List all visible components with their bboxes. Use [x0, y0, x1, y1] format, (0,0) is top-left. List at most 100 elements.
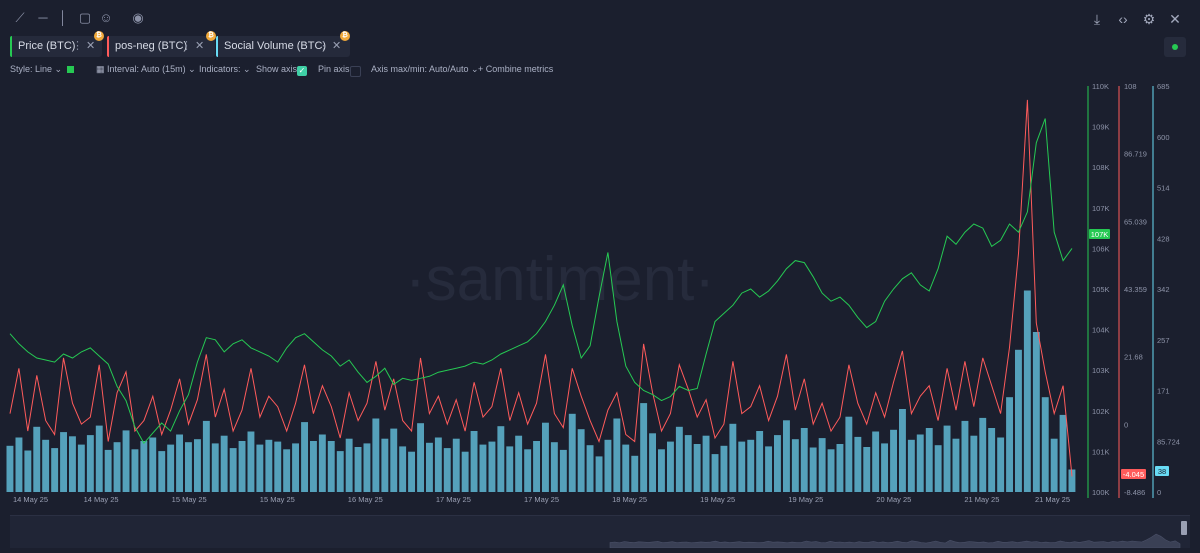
eye-icon[interactable]: ◉: [132, 10, 144, 25]
color-swatch: [67, 66, 74, 73]
checkbox-checked-icon[interactable]: ✓: [297, 66, 308, 76]
social-volume-bar: [818, 438, 826, 492]
x-tick-label: 19 May 25: [700, 495, 735, 504]
chart-area[interactable]: ·santiment· 110K 109K 108K 107K 106K 105K 104K…: [0, 78, 1200, 515]
social-volume-bar: [24, 450, 32, 492]
social-volume-bar: [220, 435, 228, 492]
posneg-axis-ticks: 108 86.719 65.039 43.359 21.68 0 -8.486: [1124, 82, 1147, 497]
social-volume-bar: [747, 439, 755, 492]
metric-chip-social-volume[interactable]: Social Volume (BTC) ⋮ ✕ ₿: [216, 31, 350, 57]
social-volume-bar: [434, 437, 442, 492]
social-volume-bar: [51, 448, 59, 492]
axis-tick-label: 109K: [1092, 123, 1110, 132]
social-volume-bar: [354, 447, 362, 492]
social-axis-ticks: 685 600 514 428 342 257 171 85.724 0: [1157, 82, 1180, 497]
social-volume-bar: [452, 438, 460, 492]
axis-tick-label: 108K: [1092, 163, 1110, 172]
x-tick-label: 19 May 25: [788, 495, 823, 504]
show-axis-toggle[interactable]: Show axis ✓: [256, 64, 308, 76]
remove-metric-icon[interactable]: ✕: [86, 40, 96, 52]
social-volume-bar: [318, 434, 326, 492]
social-volume-bar: [667, 441, 674, 492]
social-volume-bar: [104, 449, 112, 492]
social-volume-bar: [961, 420, 969, 492]
more-options-icon[interactable]: ⋮: [181, 40, 192, 52]
social-volume-bar: [613, 418, 621, 492]
live-indicator[interactable]: [1164, 37, 1186, 57]
more-options-icon[interactable]: ⋮: [318, 40, 329, 52]
social-volume-bar: [711, 454, 719, 492]
x-tick-label: 21 May 25: [964, 495, 999, 504]
social-volume-bar: [916, 434, 924, 492]
social-volume-bar: [301, 422, 308, 492]
axis-tick-label: 102K: [1092, 407, 1110, 416]
checkbox-unchecked-icon[interactable]: [349, 66, 361, 77]
social-volume-bar: [283, 449, 291, 492]
style-selector[interactable]: Style: Line ⌄: [10, 64, 63, 74]
axis-tick-label: 428: [1157, 234, 1170, 243]
social-volume-bar: [729, 423, 737, 492]
axis-maxmin-selector[interactable]: Axis max/min: Auto/Auto ⌄: [371, 64, 479, 74]
color-picker[interactable]: ⌄: [67, 64, 75, 75]
axis-tick-label: 0: [1157, 488, 1161, 497]
settings-gear-icon[interactable]: ⚙: [1142, 11, 1156, 27]
time-range-navigator[interactable]: [10, 515, 1190, 549]
line-tool-icon[interactable]: ⟋: [15, 10, 25, 25]
metric-chip-price[interactable]: Price (BTC) ⋮ ✕ ₿: [10, 31, 104, 57]
social-volume-bar: [702, 435, 710, 492]
metric-chip-label: Price (BTC): [18, 40, 76, 52]
horizontal-line-icon[interactable]: ─: [38, 10, 48, 25]
note-icon[interactable]: ▢: [78, 10, 92, 25]
x-tick-label: 18 May 25: [612, 495, 647, 504]
embed-code-icon[interactable]: ‹›: [1118, 11, 1128, 27]
social-volume-bar: [854, 436, 862, 492]
axis-tick-label: 100K: [1092, 488, 1110, 497]
axis-tick-label: 65.039: [1124, 217, 1147, 226]
navigator-handle[interactable]: [1181, 521, 1187, 535]
axis-tick-label: 85.724: [1157, 437, 1180, 446]
social-volume-bar: [800, 428, 808, 492]
metric-chip-posneg[interactable]: pos-neg (BTC) ⋮ ✕ ₿: [107, 31, 216, 57]
download-icon[interactable]: ⤓: [1093, 11, 1101, 27]
social-volume-bar: [372, 418, 380, 492]
x-tick-label: 17 May 25: [436, 495, 471, 504]
x-tick-label: 16 May 25: [348, 495, 383, 504]
social-volume-bar: [310, 441, 317, 492]
combine-metrics-button[interactable]: + Combine metrics: [478, 64, 554, 74]
remove-metric-icon[interactable]: ✕: [332, 40, 342, 52]
social-volume-bar: [640, 403, 648, 492]
btc-badge-icon: ₿: [206, 31, 216, 41]
social-volume-bar: [979, 417, 987, 492]
social-volume-bar: [550, 442, 558, 492]
social-volume-bar: [925, 428, 933, 492]
social-volume-bar: [69, 436, 76, 492]
social-volume-bar: [738, 441, 746, 492]
social-volume-bar: [506, 446, 514, 492]
social-volume-bars: [6, 290, 1076, 492]
social-volume-bar: [194, 439, 201, 492]
social-volume-bar: [533, 441, 540, 492]
social-volume-bar: [943, 425, 951, 492]
social-volume-bar: [327, 441, 335, 492]
axis-tick-label: 685: [1157, 82, 1170, 91]
social-volume-bar: [970, 435, 978, 492]
social-volume-bar: [756, 431, 764, 492]
social-volume-bar: [185, 442, 192, 492]
remove-metric-icon[interactable]: ✕: [195, 40, 205, 52]
axis-tick-label: 43.359: [1124, 285, 1147, 294]
pin-axis-toggle[interactable]: Pin axis: [318, 64, 361, 77]
close-icon[interactable]: ✕: [1169, 11, 1181, 27]
metric-color-bar: [216, 36, 218, 57]
axis-tick-label: 342: [1157, 285, 1170, 294]
more-options-icon[interactable]: ⋮: [72, 40, 83, 52]
social-volume-bar: [845, 416, 853, 492]
axis-tick-label: 104K: [1092, 326, 1110, 335]
axis-tick-label: 110K: [1092, 82, 1109, 91]
interval-selector[interactable]: ▦ Interval: Auto (15m) ⌄: [96, 64, 196, 74]
emoji-icon[interactable]: ☺: [99, 10, 113, 25]
indicators-selector[interactable]: Indicators: ⌄: [199, 64, 251, 74]
social-volume-bar: [426, 442, 433, 492]
social-volume-bar: [345, 438, 353, 492]
social-volume-bar: [399, 446, 407, 492]
vertical-line-icon[interactable]: │: [58, 10, 68, 25]
